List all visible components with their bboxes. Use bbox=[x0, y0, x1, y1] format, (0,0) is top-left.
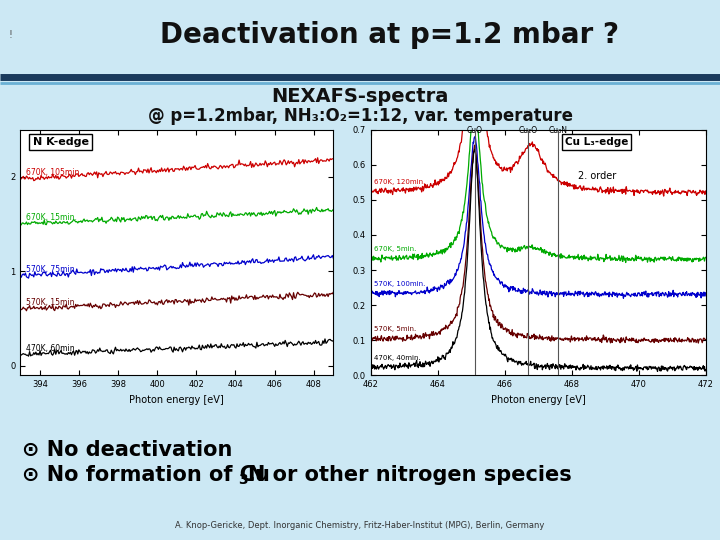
Text: A. Knop-Gericke, Dept. Inorganic Chemistry, Fritz-Haber-Institut (MPG), Berlin, : A. Knop-Gericke, Dept. Inorganic Chemist… bbox=[175, 522, 545, 530]
Text: @ p=1.2mbar, NH₃:O₂=1:12, var. temperature: @ p=1.2mbar, NH₃:O₂=1:12, var. temperatu… bbox=[148, 107, 572, 125]
Text: 670K, 120min.: 670K, 120min. bbox=[374, 179, 426, 185]
Text: ⊙ No formation of Cu: ⊙ No formation of Cu bbox=[22, 465, 270, 485]
Text: 670K, 5min.: 670K, 5min. bbox=[374, 246, 417, 252]
Text: 570K, 15min.: 570K, 15min. bbox=[26, 299, 77, 307]
Text: 3: 3 bbox=[238, 473, 248, 487]
Text: Cu L₃-edge: Cu L₃-edge bbox=[565, 137, 629, 147]
Text: NEXAFS-spectra: NEXAFS-spectra bbox=[271, 86, 449, 105]
Text: 670K, 15min.: 670K, 15min. bbox=[26, 213, 77, 222]
Text: 2. order: 2. order bbox=[578, 171, 616, 181]
Text: N K-edge: N K-edge bbox=[32, 137, 89, 147]
Text: Deactivation at p=1.2 mbar ?: Deactivation at p=1.2 mbar ? bbox=[161, 21, 619, 49]
X-axis label: Photon energy [eV]: Photon energy [eV] bbox=[491, 395, 585, 404]
Text: ⊙ No deactivation: ⊙ No deactivation bbox=[22, 440, 233, 460]
Text: CuO: CuO bbox=[467, 126, 482, 135]
Text: !: ! bbox=[8, 30, 12, 40]
Text: Cu₃N: Cu₃N bbox=[549, 126, 568, 135]
Text: Cu₂O: Cu₂O bbox=[518, 126, 538, 135]
Text: 470K, 60min.: 470K, 60min. bbox=[26, 344, 77, 353]
Text: 470K, 40min.: 470K, 40min. bbox=[374, 354, 421, 361]
Text: 670K, 105min.: 670K, 105min. bbox=[26, 168, 82, 177]
Text: 570K, 75min.: 570K, 75min. bbox=[26, 265, 77, 274]
Text: N or other nitrogen species: N or other nitrogen species bbox=[248, 465, 572, 485]
X-axis label: Photon energy [eV]: Photon energy [eV] bbox=[130, 395, 224, 404]
Text: 570K, 100min.: 570K, 100min. bbox=[374, 281, 426, 287]
Text: 570K, 5min.: 570K, 5min. bbox=[374, 326, 416, 333]
